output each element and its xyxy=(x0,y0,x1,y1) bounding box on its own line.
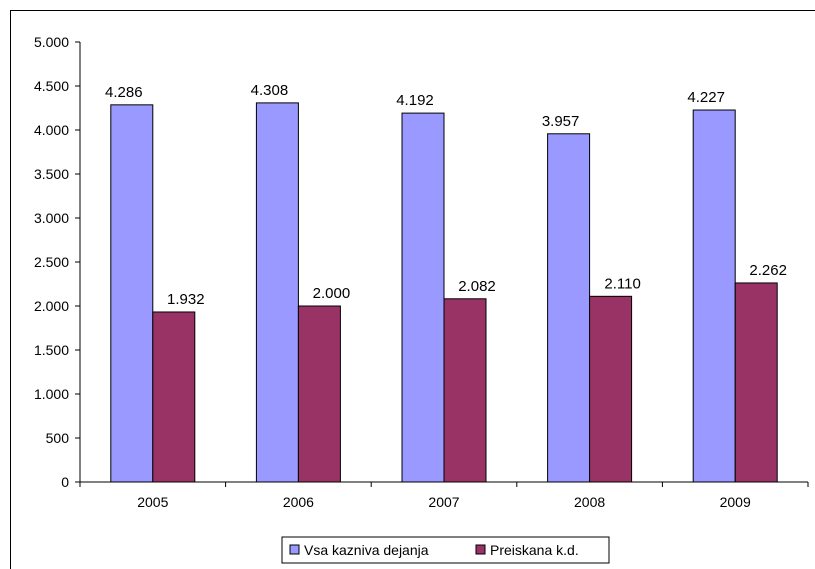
legend-box xyxy=(281,536,610,564)
x-tick-label: 2005 xyxy=(137,494,168,510)
data-label: 4.227 xyxy=(687,89,725,106)
legend-label: Vsa kazniva dejanja xyxy=(304,542,429,558)
y-tick-label: 500 xyxy=(46,430,70,446)
legend-swatch xyxy=(289,544,300,555)
bar-vsa-kazniva-dejanja xyxy=(692,109,736,483)
chart-frame xyxy=(10,10,815,569)
bar-preiskana-kd xyxy=(297,305,341,483)
bar-vsa-kazniva-dejanja xyxy=(110,104,154,483)
x-tick-label: 2007 xyxy=(428,494,459,510)
x-tick-label: 2009 xyxy=(720,494,751,510)
legend-swatch xyxy=(475,544,486,555)
y-tick-label: 4.500 xyxy=(34,78,69,94)
y-tick-label: 2.000 xyxy=(34,298,69,314)
y-tick-label: 3.500 xyxy=(34,166,69,182)
data-label: 3.957 xyxy=(542,113,580,130)
y-tick-label: 0 xyxy=(61,474,69,490)
data-label: 4.286 xyxy=(105,84,143,101)
y-tick-label: 4.000 xyxy=(34,122,69,138)
x-tick-label: 2008 xyxy=(574,494,605,510)
data-label: 4.192 xyxy=(396,92,434,109)
bar-preiskana-kd xyxy=(589,295,633,483)
y-tick-label: 2.500 xyxy=(34,254,69,270)
data-label: 2.082 xyxy=(458,278,496,295)
data-label: 2.000 xyxy=(313,285,351,302)
y-tick-label: 1.000 xyxy=(34,386,69,402)
bar-preiskana-kd xyxy=(734,282,778,483)
bar-preiskana-kd xyxy=(443,298,487,483)
legend-label: Preiskana k.d. xyxy=(490,542,579,558)
y-tick-label: 3.000 xyxy=(34,210,69,226)
bar-vsa-kazniva-dejanja xyxy=(547,133,591,483)
data-label: 4.308 xyxy=(251,82,289,99)
data-label: 2.262 xyxy=(749,262,787,279)
data-label: 1.932 xyxy=(167,291,205,308)
y-tick-label: 5.000 xyxy=(34,34,69,50)
data-label: 2.110 xyxy=(604,275,640,292)
bar-vsa-kazniva-dejanja xyxy=(401,112,445,483)
bar-vsa-kazniva-dejanja xyxy=(255,102,299,483)
y-tick-label: 1.500 xyxy=(34,342,69,358)
bar-preiskana-kd xyxy=(152,311,196,483)
x-tick-label: 2006 xyxy=(283,494,314,510)
